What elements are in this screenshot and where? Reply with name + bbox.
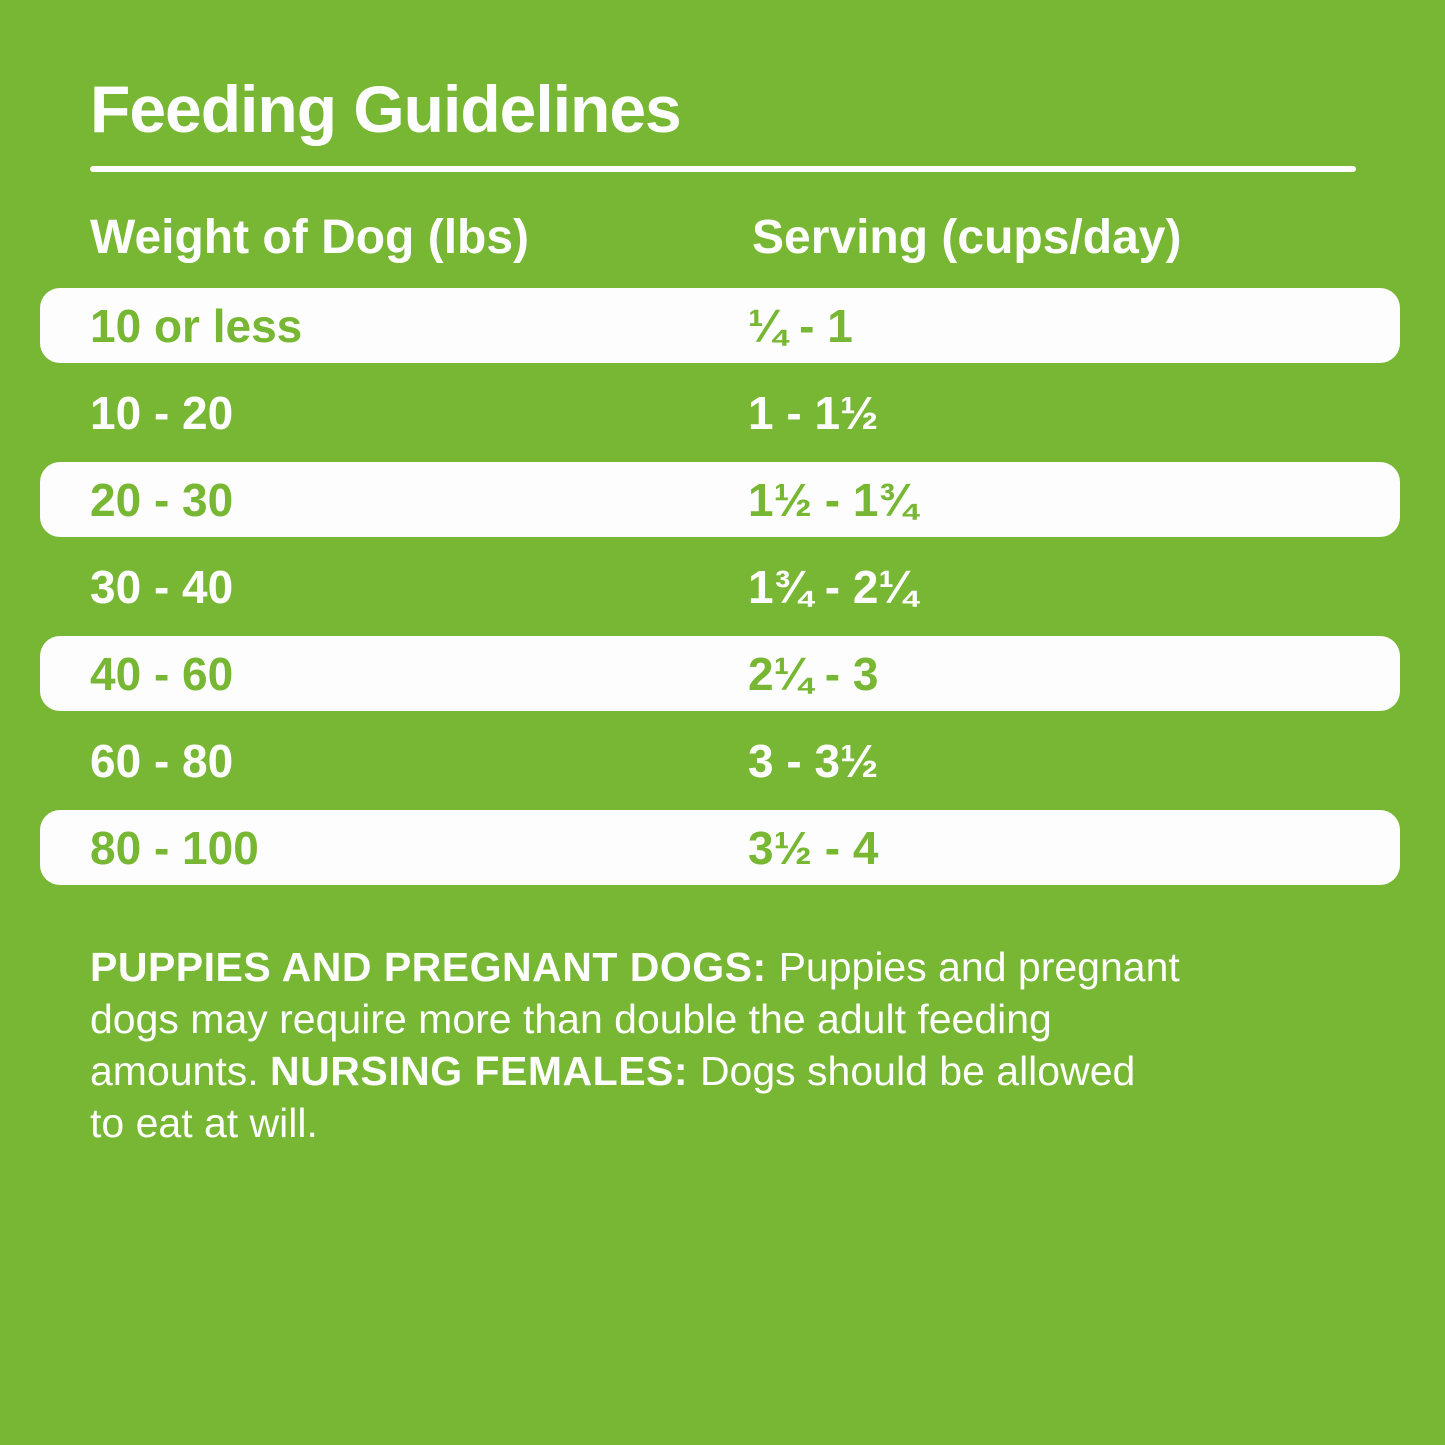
table-row: 30 - 40 1¾ - 2¼ [0, 543, 1445, 630]
table-row: 40 - 60 2¼ - 3 [0, 630, 1445, 717]
row-highlight-bar [40, 636, 1400, 711]
note-line: dogs may require more than double the ad… [90, 993, 1390, 1045]
column-header-weight: Weight of Dog (lbs) [90, 211, 530, 264]
feeding-table: 10 or less ¼ - 1 10 - 20 1 - 1½ 20 - 30 … [0, 282, 1445, 891]
table-row: 60 - 80 3 - 3½ [0, 717, 1445, 804]
table-row: 80 - 100 3½ - 4 [0, 804, 1445, 891]
row-highlight-bar [40, 810, 1400, 885]
column-header-serving: Serving (cups/day) [752, 211, 1182, 264]
note-line: amounts. NURSING FEMALES: Dogs should be… [90, 1045, 1390, 1097]
weight-cell: 80 - 100 [90, 821, 259, 874]
weight-cell: 20 - 30 [90, 473, 234, 526]
table-row: 20 - 30 1½ - 1¾ [0, 456, 1445, 543]
row-highlight-bar [40, 288, 1400, 363]
weight-cell: 60 - 80 [90, 734, 234, 787]
serving-cell: 1½ - 1¾ [748, 473, 917, 526]
note-line: to eat at will. [90, 1097, 1390, 1149]
note-text: amounts. [90, 1048, 271, 1094]
weight-cell: 30 - 40 [90, 560, 234, 613]
note-line: PUPPIES AND PREGNANT DOGS: Puppies and p… [90, 941, 1390, 993]
weight-cell: 10 or less [90, 299, 303, 352]
note-text: dogs may require more than double the ad… [90, 996, 1052, 1042]
note-bold-label: NURSING FEMALES: [270, 1048, 700, 1094]
note-bold-label: PUPPIES AND PREGNANT DOGS: [90, 944, 779, 990]
serving-cell: 2¼ - 3 [748, 647, 879, 700]
weight-cell: 40 - 60 [90, 647, 234, 700]
table-row: 10 or less ¼ - 1 [0, 282, 1445, 369]
title-underline [90, 166, 1356, 172]
weight-cell: 10 - 20 [90, 386, 234, 439]
serving-cell: 1¾ - 2¼ [748, 560, 917, 613]
table-header-row: Weight of Dog (lbs) Serving (cups/day) [0, 214, 1445, 262]
row-highlight-bar [40, 462, 1400, 537]
note-text: to eat at will. [90, 1100, 318, 1146]
page-title: Feeding Guidelines [90, 72, 682, 146]
table-row: 10 - 20 1 - 1½ [0, 369, 1445, 456]
serving-cell: ¼ - 1 [748, 299, 853, 352]
serving-cell: 3½ - 4 [748, 821, 879, 874]
note-text: Puppies and pregnant [778, 944, 1180, 990]
serving-cell: 3 - 3½ [748, 734, 879, 787]
feeding-note: PUPPIES AND PREGNANT DOGS: Puppies and p… [90, 941, 1390, 1149]
serving-cell: 1 - 1½ [748, 386, 879, 439]
note-text: Dogs should be allowed [699, 1048, 1136, 1094]
